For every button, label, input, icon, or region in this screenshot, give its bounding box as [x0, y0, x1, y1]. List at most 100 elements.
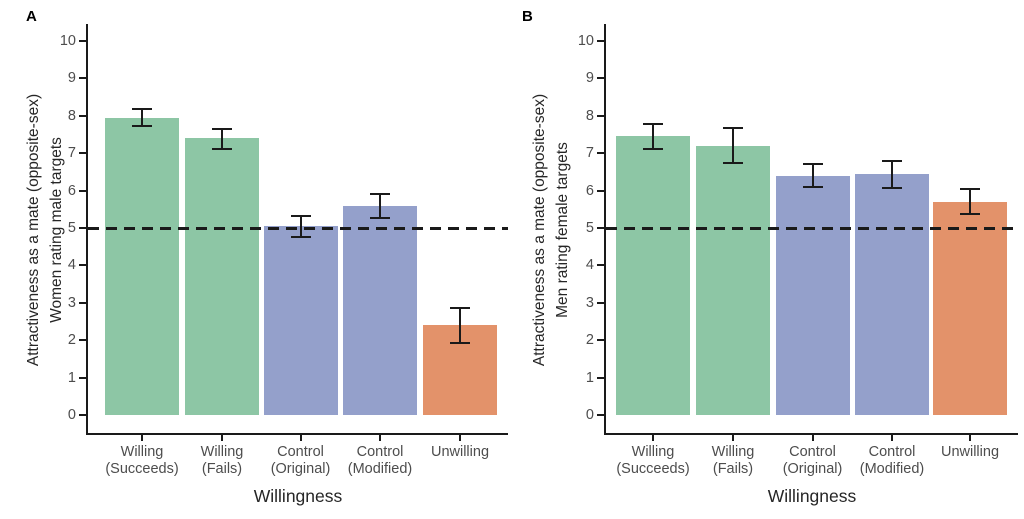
panel-b: B Attractiveness as a mate (opposite-sex…	[512, 0, 1024, 519]
y-tick-label: 7	[585, 145, 594, 162]
x-tick	[141, 435, 143, 441]
x-tick-label: Control (Original)	[245, 444, 357, 478]
bar-control-modified-	[343, 205, 417, 415]
x-tick-label-line: Control	[356, 444, 404, 460]
x-tick-label-line: Control	[277, 444, 324, 460]
plot-area-a: 0 1 2 3 4 5 6 7 8 9 10 Willing (Succeeds) Willing (Fai…	[59, 24, 508, 478]
error-bar-cap-bottom	[132, 125, 152, 128]
y-axis-line	[86, 24, 88, 435]
x-tick-label: Willing (Fails)	[166, 444, 278, 478]
bar-unwilling	[933, 201, 1007, 415]
y-tick	[79, 114, 86, 117]
x-tick-label-line: (Fails)	[712, 461, 754, 477]
x-tick-label: Unwilling	[404, 444, 516, 461]
bar-willing-fails-	[696, 145, 770, 415]
y-tick-label: 4	[585, 257, 594, 274]
y-tick	[79, 414, 86, 416]
x-tick	[221, 435, 223, 441]
x-tick-label: Control (Original)	[757, 444, 869, 478]
error-bar-cap-top	[370, 193, 390, 196]
reference-line-midpoint	[606, 226, 1018, 230]
y-tick-label: 8	[585, 107, 594, 124]
y-tick-label: 5	[585, 220, 594, 236]
y-tick	[79, 77, 86, 80]
error-bar-line	[141, 109, 143, 127]
x-tick-label: Willing (Succeeds)	[86, 444, 198, 478]
x-tick-label-line: Unwilling	[940, 444, 1000, 460]
x-tick-label: Unwilling	[914, 444, 1024, 461]
y-tick-label: 9	[585, 70, 594, 87]
error-bar-cap-bottom	[643, 147, 663, 150]
x-tick	[732, 435, 734, 441]
y-tick	[597, 301, 604, 304]
panel-letter-a: A	[26, 8, 37, 25]
error-bar-cap-top	[212, 127, 232, 130]
x-axis-line	[86, 433, 508, 435]
y-tick-label: 1	[67, 369, 76, 386]
x-tick-label-line: (Original)	[782, 461, 843, 477]
y-tick	[597, 227, 604, 229]
error-bar-cap-bottom	[290, 236, 311, 239]
x-tick	[379, 435, 381, 441]
y-tick	[79, 40, 86, 42]
error-bar-cap-top	[960, 188, 980, 191]
y-axis-line	[604, 24, 606, 435]
error-bar-line	[652, 124, 654, 149]
x-tick-label-line: (Modified)	[859, 461, 925, 477]
x-tick	[891, 435, 893, 441]
x-tick-label: Willing (Succeeds)	[597, 444, 709, 478]
error-bar-cap-bottom	[212, 148, 232, 151]
y-tick	[79, 339, 86, 342]
y-tick-label: 6	[67, 182, 76, 199]
error-bar-line	[891, 160, 893, 188]
error-bar-line	[221, 128, 223, 150]
y-tick	[597, 414, 604, 416]
error-bar-cap-top	[132, 108, 152, 111]
x-tick-label-line: Control	[868, 444, 916, 460]
x-axis-line	[604, 433, 1018, 435]
error-bar-cap-top	[643, 123, 663, 126]
error-bar-cap-bottom	[802, 185, 823, 188]
error-bar-cap-top	[450, 307, 470, 310]
x-tick-label-line: Willing	[200, 444, 244, 460]
y-tick	[597, 264, 604, 267]
bar-willing-fails-	[185, 138, 259, 415]
x-tick-label-line: Willing	[120, 444, 164, 460]
error-bar-line	[299, 216, 302, 238]
y-tick	[79, 264, 86, 267]
y-tick-label: 6	[585, 182, 594, 199]
error-bar-cap-top	[802, 162, 823, 165]
bar-control-modified-	[855, 173, 929, 415]
y-tick-label: 5	[67, 220, 76, 236]
bar-control-original-	[263, 226, 338, 415]
x-tick-label-line: (Original)	[270, 461, 331, 477]
error-bar-cap-top	[723, 127, 743, 130]
error-bar-cap-bottom	[882, 186, 902, 189]
error-bar-cap-bottom	[370, 216, 390, 219]
x-tick	[459, 435, 461, 441]
y-tick-label: 10	[59, 33, 76, 49]
reference-line-midpoint	[88, 226, 508, 230]
x-axis-title-b: Willingness	[767, 486, 857, 506]
y-tick-label: 3	[585, 294, 594, 311]
y-tick	[79, 227, 86, 229]
y-tick-label: 0	[67, 407, 76, 423]
error-bar-line	[969, 189, 971, 215]
x-tick-label-line: Willing	[711, 444, 755, 460]
x-tick	[811, 435, 814, 441]
y-tick	[597, 189, 604, 192]
x-tick-label-line: Unwilling	[430, 444, 490, 460]
bar-control-original-	[775, 175, 850, 415]
x-tick-label-line: (Modified)	[347, 461, 413, 477]
error-bar-line	[811, 163, 814, 187]
y-tick	[597, 77, 604, 80]
y-tick-label: 7	[67, 145, 76, 162]
y-tick	[597, 376, 604, 379]
y-tick	[597, 339, 604, 342]
panel-a: A Attractiveness as a mate (opposite-sex…	[25, 8, 508, 506]
x-tick-label-line: (Succeeds)	[616, 461, 690, 477]
x-axis-title-a: Willingness	[253, 486, 343, 506]
y-tick-label: 2	[67, 332, 76, 349]
x-tick-label-line: Control	[789, 444, 836, 460]
